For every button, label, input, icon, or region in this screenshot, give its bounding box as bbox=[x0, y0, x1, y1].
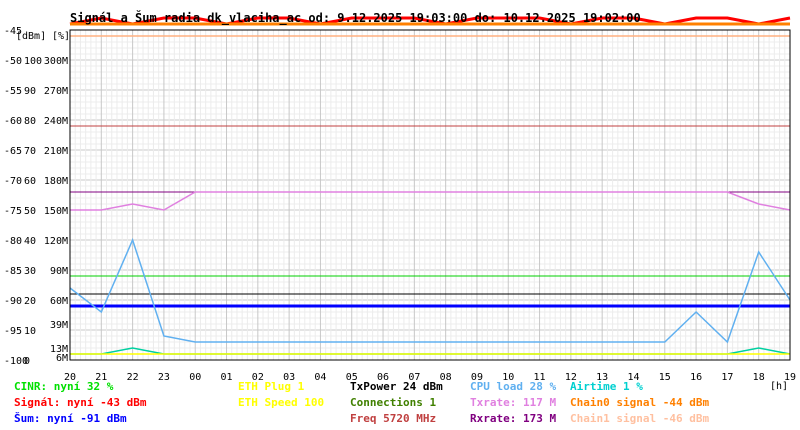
y-axis-ticks: -45-50-55-60-65-70-75-80-85-90-95-100100… bbox=[4, 26, 68, 367]
y-unit-dbm: [dBm] bbox=[16, 31, 46, 42]
x-unit: [h] bbox=[770, 381, 788, 392]
x-tick-label: 02 bbox=[252, 372, 264, 383]
y-tick-pct: 40 bbox=[24, 236, 36, 247]
x-tick-label: 18 bbox=[753, 372, 765, 383]
legend-item: TxPower 24 dBm bbox=[350, 380, 443, 393]
y-tick-dbm: -60 bbox=[4, 116, 22, 127]
x-tick-label: 10 bbox=[502, 372, 514, 383]
y-tick-dbm: -45 bbox=[4, 26, 22, 37]
y-tick-pct: 90 bbox=[24, 86, 36, 97]
x-tick-label: 07 bbox=[408, 372, 420, 383]
series-line-txrate bbox=[70, 191, 791, 211]
legend-item: Connections 1 bbox=[350, 396, 437, 409]
y-tick-rate: 39M bbox=[50, 320, 68, 331]
y-tick-dbm: -90 bbox=[4, 296, 22, 307]
legend-item: Šum: nyní -91 dBm bbox=[14, 412, 127, 425]
legend-item: Signál: nyní -43 dBm bbox=[14, 396, 147, 409]
y-tick-dbm: -50 bbox=[4, 56, 22, 67]
y-tick-pct: 70 bbox=[24, 146, 36, 157]
y-tick-dbm: -55 bbox=[4, 86, 22, 97]
x-tick-label: 11 bbox=[534, 372, 546, 383]
legend-item: Airtime 1 % bbox=[570, 380, 643, 393]
x-tick-label: 08 bbox=[440, 372, 452, 383]
y-tick-dbm: -65 bbox=[4, 146, 22, 157]
x-tick-label: 04 bbox=[314, 372, 326, 383]
y-tick-pct: 30 bbox=[24, 266, 36, 277]
x-tick-label: 16 bbox=[690, 372, 702, 383]
y-tick-rate: 120M bbox=[44, 236, 68, 247]
x-tick-label: 14 bbox=[627, 372, 639, 383]
x-tick-label: 15 bbox=[659, 372, 671, 383]
legend-item: Chain0 signal -44 dBm bbox=[570, 396, 710, 409]
y-tick-rate: 90M bbox=[50, 266, 68, 277]
y-tick-pct: 100 bbox=[24, 56, 42, 67]
y-unit-pct: [%] bbox=[52, 31, 70, 42]
x-tick-label: 22 bbox=[127, 372, 139, 383]
legend-item: ETH Plug 1 bbox=[238, 380, 305, 393]
x-axis-ticks: 20 21 22 23 00 01 02 03 04 05 06 07 08 09 10 11 12 13 14 15… bbox=[64, 372, 796, 383]
x-tick-label: 03 bbox=[283, 372, 295, 383]
legend-item: Txrate: 117 M bbox=[470, 396, 557, 409]
y-tick-pct: 80 bbox=[24, 116, 36, 127]
y-tick-pct: 10 bbox=[24, 326, 36, 337]
y-tick-pct: 60 bbox=[24, 176, 36, 187]
y-tick-pct: 20 bbox=[24, 296, 36, 307]
y-tick-rate: 270M bbox=[44, 86, 68, 97]
y-tick-dbm: -80 bbox=[4, 236, 22, 247]
x-tick-label: 21 bbox=[95, 372, 107, 383]
y-tick-rate: 6M bbox=[56, 353, 68, 364]
y-tick-rate: 150M bbox=[44, 206, 68, 217]
x-tick-label: 19 bbox=[784, 372, 796, 383]
x-tick-label: 09 bbox=[471, 372, 483, 383]
x-tick-label: 17 bbox=[721, 372, 733, 383]
plot-frame bbox=[69, 29, 791, 361]
y-tick-rate: 60M bbox=[50, 296, 68, 307]
y-tick-rate: 13M bbox=[50, 344, 68, 355]
y-tick-rate: 210M bbox=[44, 146, 68, 157]
x-tick-label: 00 bbox=[189, 372, 201, 383]
legend-item: CINR: nyní 32 % bbox=[14, 380, 114, 393]
x-tick-label: 06 bbox=[377, 372, 389, 383]
series-layer bbox=[69, 16, 791, 355]
y-tick-rate: 240M bbox=[44, 116, 68, 127]
x-tick-label: 01 bbox=[220, 372, 232, 383]
legend-item: ETH Speed 100 bbox=[238, 396, 325, 409]
y-tick-dbm: -75 bbox=[4, 206, 22, 217]
legend-item: Freq 5720 MHz bbox=[350, 412, 437, 425]
x-tick-label: 05 bbox=[346, 372, 358, 383]
legend-item: Rxrate: 173 M bbox=[470, 412, 557, 425]
series-line-cpu bbox=[69, 237, 791, 344]
chart-title: Signál a Šum radia dk_vlaciha_ac od: 9.1… bbox=[70, 10, 641, 26]
x-tick-label: 13 bbox=[596, 372, 608, 383]
y-tick-rate: 180M bbox=[44, 176, 68, 187]
y-tick-dbm: -95 bbox=[4, 326, 22, 337]
y-tick-pct: 0 bbox=[24, 356, 30, 367]
x-tick-label: 20 bbox=[64, 372, 76, 383]
y-tick-pct: 50 bbox=[24, 206, 36, 217]
legend-item: CPU load 28 % bbox=[470, 380, 557, 393]
y-tick-dbm: -70 bbox=[4, 176, 22, 187]
y-tick-rate: 300M bbox=[44, 56, 68, 67]
y-tick-dbm: -100 bbox=[4, 356, 28, 367]
grid bbox=[69, 29, 791, 361]
x-tick-label: 12 bbox=[565, 372, 577, 383]
y-tick-dbm: -85 bbox=[4, 266, 22, 277]
x-tick-label: 23 bbox=[158, 372, 170, 383]
legend-item: Chain1 signal -46 dBm bbox=[570, 412, 710, 425]
